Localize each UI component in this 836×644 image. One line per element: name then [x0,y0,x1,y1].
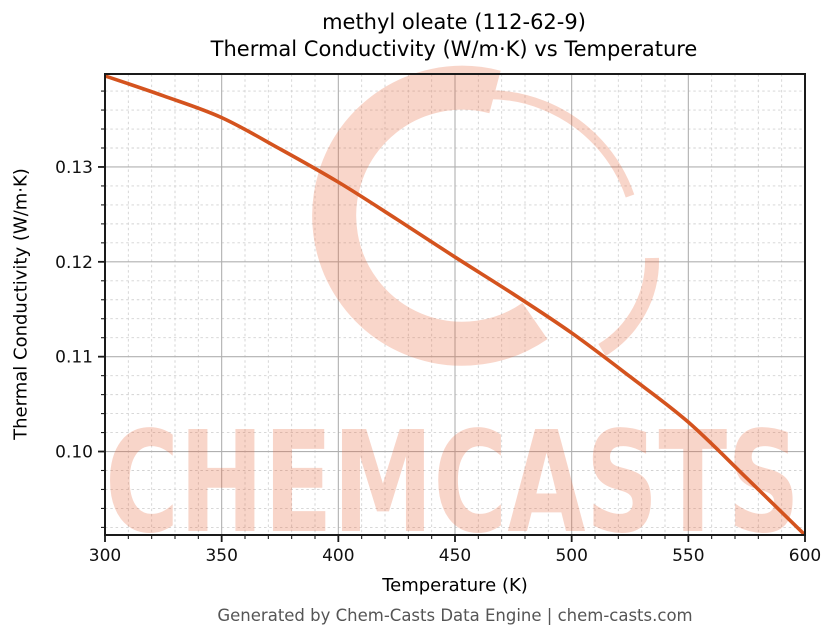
x-tick-label: 450 [439,546,471,566]
y-tick-label: 0.13 [55,158,93,178]
chemcasts-logo-icon [312,65,660,366]
y-axis-label: Thermal Conductivity (W/m·K) [10,168,32,440]
y-tick-label: 0.10 [55,443,93,463]
footer-credit: Generated by Chem-Casts Data Engine | ch… [217,606,693,625]
x-tick-label: 300 [89,546,121,566]
y-tick-label: 0.11 [55,348,93,368]
x-tick-label: 500 [555,546,587,566]
x-tick-label: 550 [672,546,704,566]
chart-title-line2: Thermal Conductivity (W/m·K) vs Temperat… [210,37,698,61]
x-tick-label: 400 [322,546,354,566]
conductivity-curve [105,74,805,535]
x-tick-label: 350 [205,546,237,566]
y-tick-label: 0.12 [55,253,93,273]
chart-title-line1: methyl oleate (112-62-9) [322,10,586,34]
axis-ticks [98,90,806,542]
x-tick-label: 600 [789,546,821,566]
logo-main-arc [312,65,548,366]
watermark: CHEMCASTS [105,65,800,565]
x-axis-label: Temperature (K) [382,575,528,596]
logo-hook-arc [598,257,660,356]
axis-tick-labels: 300 350 400 450 500 550 600 0.10 0.11 0.12 0.13 [55,158,821,566]
logo-inner-arc [415,90,635,198]
